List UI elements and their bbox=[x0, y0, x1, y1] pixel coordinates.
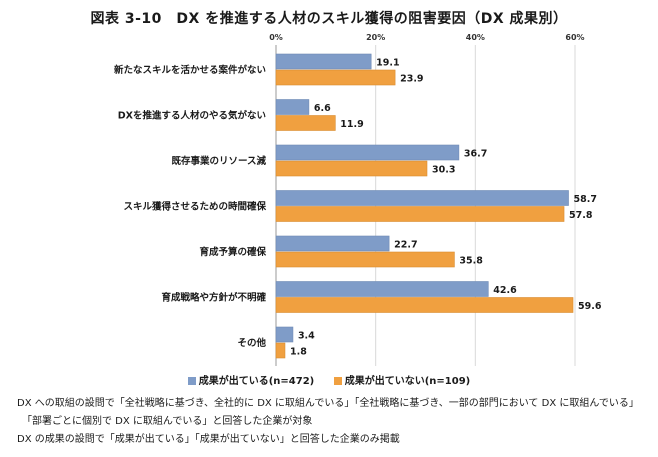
tick-layer: 0% 20% 40% 60% bbox=[269, 33, 584, 42]
footnote-2: 「部署ごとに個別で DX に取組んでいる」と回答した企業が対象 bbox=[22, 416, 313, 427]
legend-label-series-1: 成果が出ている(n=472) bbox=[198, 376, 315, 387]
category-label: 新たなスキルを活かせる案件がない bbox=[114, 64, 266, 76]
bar-series-1 bbox=[275, 190, 569, 206]
x-tick-label: 0% bbox=[269, 33, 283, 42]
category-label-layer: 新たなスキルを活かせる案件がない DXを推進する人材のやる気がない既存事業のリソー… bbox=[114, 64, 267, 349]
bar-series-1 bbox=[275, 326, 294, 343]
x-tick-label: 40% bbox=[466, 33, 485, 42]
data-label: 35.8 bbox=[459, 256, 483, 267]
data-label: 3.4 bbox=[298, 331, 315, 342]
x-tick-label: 20% bbox=[366, 33, 385, 42]
bar-series-2 bbox=[275, 251, 455, 268]
category-label: DXを推進する人材のやる気がない bbox=[118, 110, 266, 122]
data-label: 59.6 bbox=[578, 301, 602, 312]
bar-layer: 19.123.9 6.6 11.9 36.7 30.3 58.7 57.8 22.7 35.8 4… bbox=[275, 53, 602, 359]
data-label: 30.3 bbox=[432, 165, 455, 176]
bar-series-1 bbox=[275, 235, 390, 252]
bar-series-2 bbox=[275, 297, 574, 313]
bar-series-1 bbox=[275, 144, 460, 161]
legend-item-series-1: 成果が出ている(n=472) bbox=[187, 372, 315, 387]
bar-series-1 bbox=[275, 99, 310, 115]
bar-series-2 bbox=[275, 115, 336, 131]
legend-swatch-series-1 bbox=[187, 377, 196, 385]
category-label: 既存事業のリソース減 bbox=[171, 155, 266, 167]
data-label: 36.7 bbox=[464, 149, 487, 160]
data-label: 22.7 bbox=[394, 240, 417, 251]
category-label: 育成戦略や方針が不明確 bbox=[161, 292, 266, 304]
data-label: 42.6 bbox=[493, 285, 517, 296]
x-tick-label: 60% bbox=[565, 33, 584, 42]
data-label: 19.1 bbox=[376, 58, 399, 69]
legend-item-series-2: 成果が出ていない(n=109) bbox=[333, 372, 471, 387]
data-label: 23.9 bbox=[400, 74, 423, 85]
data-label: 11.9 bbox=[340, 119, 363, 130]
bar-series-2 bbox=[275, 69, 396, 86]
category-label: 育成予算の確保 bbox=[199, 246, 266, 258]
bar-chart: 0% 20% 40% 60% 19.123.9 6.6 11.9 36.7 30.3 58.7 5… bbox=[114, 33, 602, 366]
legend: 成果が出ている(n=472) 成果が出ていない(n=109) bbox=[0, 372, 658, 387]
category-label: その他 bbox=[237, 337, 266, 349]
chart-title: 図表 3-10 DX を推進する人材のスキル獲得の阻害要因（DX 成果別） bbox=[90, 11, 568, 27]
bar-series-1 bbox=[275, 281, 489, 297]
bar-series-2 bbox=[275, 206, 565, 222]
footnote-3: DX の成果の設問で「成果が出ている」「成果が出ていない」と回答した企業のみ掲載 bbox=[17, 434, 400, 445]
data-label: 6.6 bbox=[314, 103, 331, 114]
bar-series-1 bbox=[275, 53, 372, 70]
data-label: 1.8 bbox=[290, 347, 307, 358]
data-label: 58.7 bbox=[574, 194, 597, 205]
category-label: スキル獲得させるための時間確保 bbox=[123, 201, 266, 213]
footnote-1: DX への取組の設問で「全社戦略に基づき、全社的に DX に取組んでいる」「全社… bbox=[17, 398, 639, 409]
data-label: 57.8 bbox=[569, 210, 593, 221]
legend-label-series-2: 成果が出ていない(n=109) bbox=[344, 376, 471, 387]
legend-swatch-series-2 bbox=[333, 377, 342, 385]
bar-series-2 bbox=[275, 160, 428, 177]
bar-series-2 bbox=[275, 342, 286, 359]
